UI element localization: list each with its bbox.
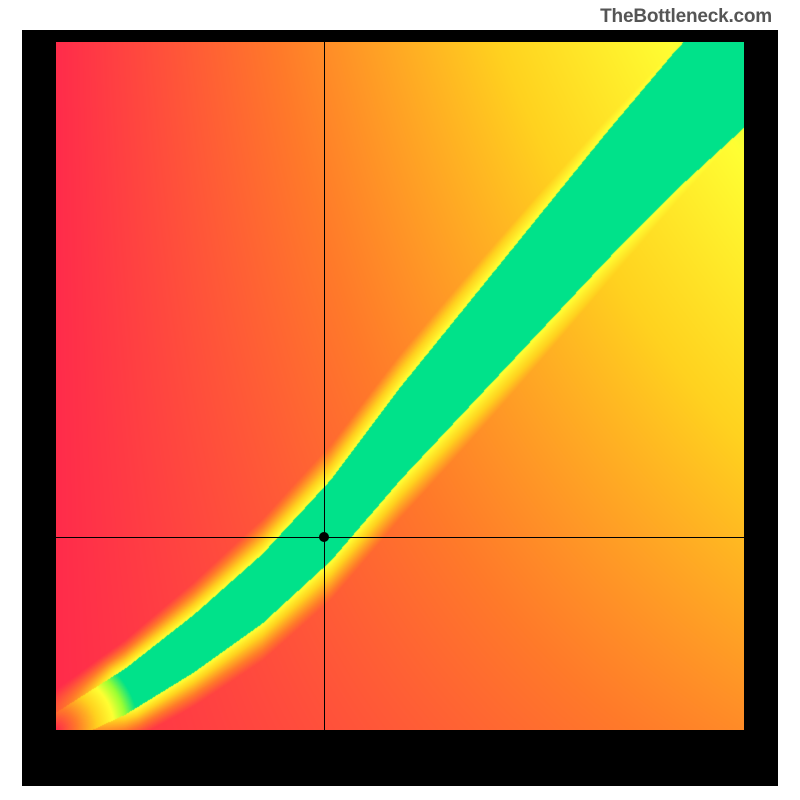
chart-outer-frame: [22, 30, 778, 786]
crosshair-vertical: [324, 42, 325, 730]
bottleneck-heatmap: [56, 42, 744, 730]
crosshair-horizontal: [56, 537, 744, 538]
crosshair-marker-dot[interactable]: [319, 532, 329, 542]
watermark-text: TheBottleneck.com: [600, 6, 772, 28]
